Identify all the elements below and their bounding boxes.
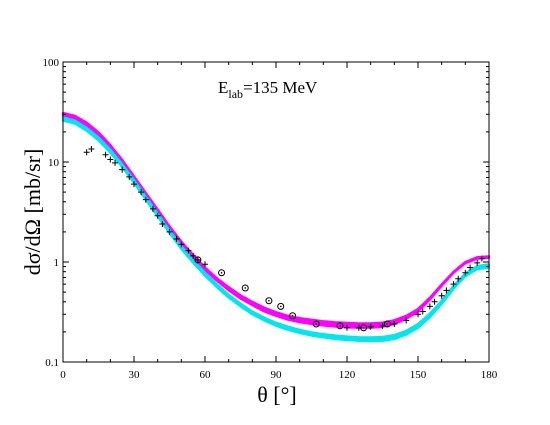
plus-marker <box>112 159 119 166</box>
plus-marker <box>83 149 90 156</box>
series-bands <box>61 111 491 343</box>
plus-marker <box>391 320 398 327</box>
plus-marker <box>190 252 197 259</box>
y-tick-label: 1 <box>54 257 60 269</box>
x-tick-label: 90 <box>271 369 283 381</box>
plus-marker <box>154 212 161 219</box>
plus-marker <box>142 196 149 203</box>
circle-marker <box>312 320 320 328</box>
plus-marker <box>426 303 433 310</box>
plus-marker <box>178 241 185 248</box>
x-tick-label: 30 <box>129 369 141 381</box>
plus-marker <box>403 317 410 324</box>
plus-marker <box>455 275 462 282</box>
annotation-rest: =135 MeV <box>243 78 318 97</box>
plus-marker <box>443 287 450 294</box>
annotation-sub: lab <box>228 87 243 101</box>
series-band-2 <box>61 116 491 343</box>
plus-marker <box>138 189 145 196</box>
x-tick-label: 0 <box>60 369 66 381</box>
x-axis-label: θ [°] <box>257 382 297 407</box>
plus-marker <box>131 181 137 188</box>
plus-marker <box>419 308 426 315</box>
plus-marker <box>202 261 208 268</box>
y-tick-label: 10 <box>48 157 60 169</box>
circle-marker <box>360 324 368 332</box>
plus-marker <box>185 247 192 254</box>
plus-marker <box>467 264 474 271</box>
x-tick-label: 120 <box>339 369 356 381</box>
plus-marker <box>367 323 374 330</box>
plus-marker <box>107 156 114 163</box>
series-band-1 <box>61 111 491 329</box>
plus-marker <box>450 281 457 288</box>
circle-marker <box>277 302 285 310</box>
x-tick-label: 180 <box>481 369 498 381</box>
circle-marker <box>241 284 249 292</box>
plus-marker <box>462 269 469 276</box>
plus-marker <box>119 166 126 173</box>
x-tick-label: 60 <box>200 369 212 381</box>
plus-marker <box>166 228 173 235</box>
circle-marker <box>218 269 226 277</box>
plus-marker <box>478 255 485 262</box>
circle-marker <box>383 320 391 328</box>
y-axis-label: dσ/dΩ [mb/sr] <box>20 149 45 276</box>
plus-marker <box>438 292 445 299</box>
circle-marker <box>336 322 344 330</box>
axis-ticks: 0 30 60 90 120 150 180 0.1 1 10 100 <box>43 57 498 381</box>
energy-annotation: Elab=135 MeV <box>218 78 318 101</box>
plus-marker <box>431 298 438 305</box>
plus-marker <box>102 151 109 158</box>
y-tick-label: 100 <box>43 57 60 69</box>
x-tick-label: 150 <box>410 369 427 381</box>
annotation-main: E <box>218 78 228 97</box>
y-tick-label: 0.1 <box>45 357 59 369</box>
plus-marker <box>159 220 166 227</box>
data-markers <box>83 145 485 332</box>
circle-marker <box>194 256 202 264</box>
plus-marker <box>88 145 95 152</box>
circle-marker <box>265 297 273 305</box>
plus-marker <box>474 259 481 266</box>
plus-marker <box>126 173 133 180</box>
circle-marker <box>289 312 297 320</box>
plus-marker <box>415 311 421 318</box>
plus-marker <box>173 235 180 242</box>
plus-marker <box>344 324 350 331</box>
plus-marker <box>149 205 156 212</box>
